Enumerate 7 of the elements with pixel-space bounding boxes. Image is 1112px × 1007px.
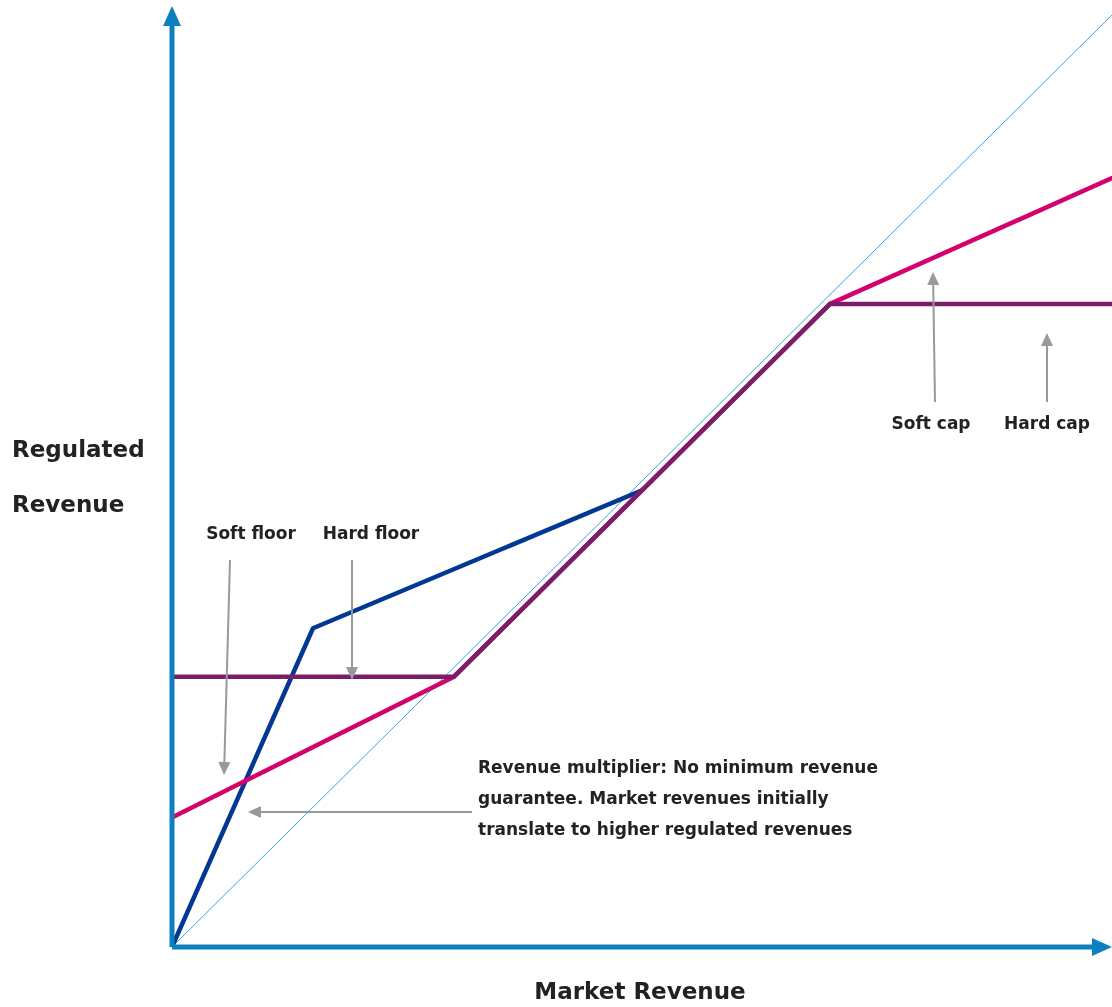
x-axis-title: Market Revenue [534,978,746,1004]
annotation: Soft cap [891,413,971,433]
annotation: Hard floor [322,523,420,543]
annotation: Revenue multiplier: No minimum revenue guarantee. Market revenues initially translate to higher regulated revenues [478,756,879,841]
annotation: Soft floor [206,523,296,543]
text: Regulated Revenue [12,436,145,517]
annotation: Hard cap [1004,413,1090,433]
